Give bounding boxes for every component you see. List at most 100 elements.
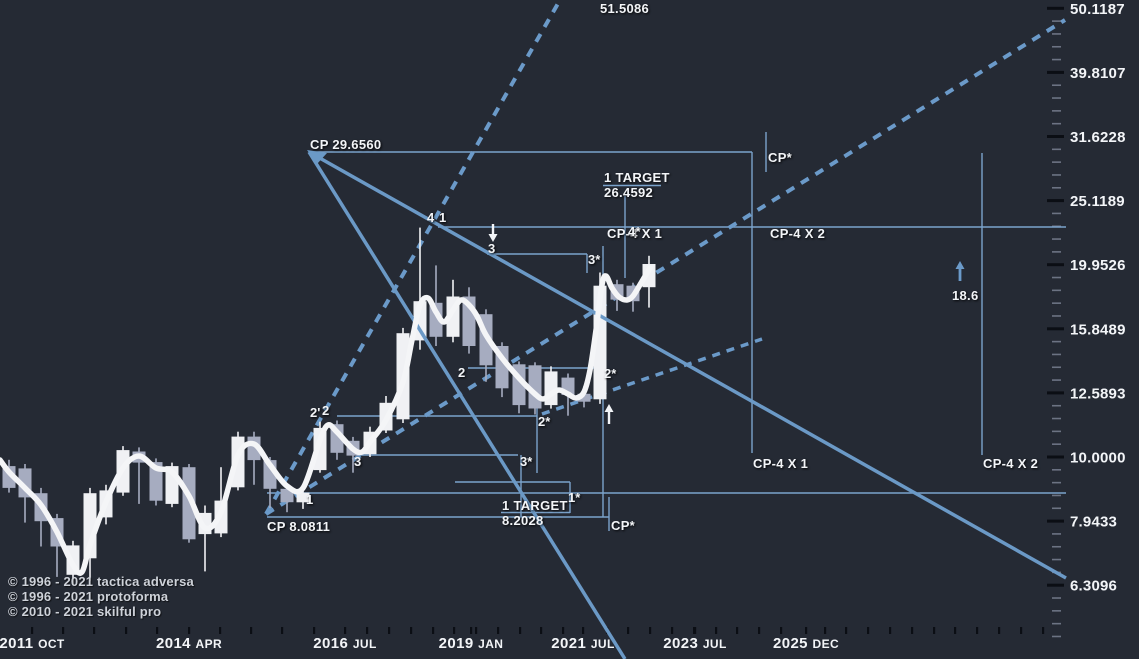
x-axis-tick: [62, 627, 65, 634]
y-axis-label: 50.1187: [1070, 1, 1125, 18]
x-axis-tick: [911, 627, 914, 634]
wave-label[interactable]: 3*: [588, 252, 601, 267]
y-axis-major-tick: [1047, 455, 1064, 459]
y-axis-major-tick: [1047, 199, 1064, 203]
annotation-label[interactable]: 51.5086: [600, 1, 649, 16]
y-axis-minor-tick: [1052, 507, 1061, 510]
x-axis-major-tick: [31, 627, 34, 634]
annotation-label[interactable]: CP*: [768, 150, 793, 165]
candle-body: [182, 467, 196, 540]
annotation-label[interactable]: CP 8.0811: [267, 519, 330, 534]
wave-label[interactable]: 2*: [538, 414, 551, 429]
x-axis-major-tick: [344, 627, 347, 634]
wave-label[interactable]: 1: [306, 492, 313, 507]
x-axis-label: 2016 JUL: [313, 635, 376, 652]
y-axis-minor-tick: [1052, 302, 1061, 304]
x-axis-major-tick: [582, 627, 585, 634]
x-axis-tick: [366, 627, 369, 634]
candle-body: [577, 393, 591, 402]
y-axis-minor-tick: [1052, 45, 1061, 48]
x-axis-tick: [475, 627, 478, 634]
annotation-label[interactable]: CP-4 X 1: [607, 226, 662, 241]
y-axis-major-tick: [1047, 391, 1064, 395]
y-axis-minor-tick: [1052, 58, 1061, 61]
wave-label[interactable]: 1: [439, 210, 446, 225]
x-axis-tick: [519, 627, 522, 634]
y-axis-minor-tick: [1052, 186, 1061, 189]
x-axis-tick: [845, 627, 848, 634]
annotation-label[interactable]: 18.6: [952, 288, 979, 303]
y-axis-major-tick: [1047, 583, 1064, 587]
annotation-label[interactable]: CP-4 X 2: [770, 226, 825, 241]
x-axis-label: 2025 DEC: [773, 635, 839, 652]
x-axis-tick: [562, 627, 565, 634]
candle: [462, 287, 476, 354]
breakout-up-arrow[interactable]: [604, 404, 614, 424]
x-axis-tick: [889, 627, 892, 634]
arrow-head: [955, 261, 965, 269]
wave-label[interactable]: 3*: [520, 454, 533, 469]
y-axis-minor-tick: [1052, 289, 1061, 292]
wave-label[interactable]: 3: [354, 454, 361, 469]
x-axis-label: 2014 APR: [156, 635, 222, 652]
y-axis-label: 39.8107: [1070, 65, 1126, 82]
candle-body: [149, 462, 163, 501]
y-axis-label: 7.9433: [1070, 514, 1117, 531]
target-up-arrow[interactable]: [955, 261, 965, 281]
y-axis-minor-tick: [1052, 84, 1061, 87]
y-axis-minor-tick: [1052, 212, 1061, 215]
uptrend-dashed-steep[interactable]: [264, 0, 562, 515]
y-axis-minor-tick: [1052, 353, 1061, 356]
wave-label[interactable]: 2*: [604, 366, 617, 381]
uptrend-dashed-shallow[interactable]: [264, 18, 1067, 516]
downtrend-main[interactable]: [308, 150, 1067, 580]
x-axis-tick: [388, 627, 391, 634]
annotation-label[interactable]: CP-4 X 1: [753, 456, 808, 471]
y-axis-major-tick: [1047, 519, 1064, 523]
x-axis-tick: [736, 627, 739, 634]
y-axis-minor-tick: [1052, 161, 1061, 163]
wave-label[interactable]: 3: [488, 241, 495, 256]
y-axis-label: 10.0000: [1070, 450, 1126, 467]
annotation-label[interactable]: CP*: [611, 518, 636, 533]
annotation-label[interactable]: 1 TARGET: [604, 170, 670, 185]
annotation-label[interactable]: 4*: [628, 224, 642, 239]
y-axis-minor-tick: [1052, 276, 1061, 279]
y-axis-minor-tick: [1052, 417, 1061, 420]
x-axis-tick: [780, 627, 783, 634]
y-axis-label: 6.3096: [1070, 578, 1117, 595]
candle: [182, 464, 196, 543]
y-axis-minor-tick: [1052, 430, 1061, 433]
wave-label[interactable]: 2': [310, 405, 320, 420]
x-axis-tick: [649, 627, 652, 634]
y-axis-minor-tick: [1052, 597, 1061, 599]
y-axis-minor-tick: [1052, 251, 1061, 253]
y-axis-minor-tick: [1052, 469, 1061, 471]
x-axis-tick: [93, 627, 96, 634]
x-axis-tick: [715, 627, 718, 634]
annotation-label[interactable]: 8.2028: [502, 513, 544, 528]
y-axis-minor-tick: [1052, 122, 1061, 125]
downtrend-steep[interactable]: [307, 151, 627, 659]
x-axis-tick: [219, 627, 222, 634]
y-axis-minor-tick: [1052, 366, 1061, 369]
copyright-line: © 2010 - 2021 skilful pro: [8, 604, 162, 619]
annotation-label[interactable]: CP-4 X 2: [983, 456, 1038, 471]
y-axis-minor-tick: [1052, 635, 1061, 638]
wave-label[interactable]: 4: [427, 210, 435, 225]
wave3-down-arrow[interactable]: [488, 224, 498, 242]
wave-label[interactable]: 1*: [568, 490, 581, 505]
smoothing-curve: [0, 265, 653, 576]
wave-label[interactable]: 2: [458, 365, 465, 380]
annotation-label[interactable]: 26.4592: [604, 185, 653, 200]
arrow-head: [488, 234, 498, 242]
wave-label[interactable]: 2: [322, 403, 329, 418]
candle-body: [280, 488, 294, 503]
annotation-label[interactable]: CP 29.6560: [310, 137, 381, 152]
y-axis-label: 25.1189: [1070, 193, 1125, 210]
y-axis-label: 12.5893: [1070, 385, 1126, 402]
annotation-label[interactable]: 1 TARGET: [502, 498, 568, 513]
